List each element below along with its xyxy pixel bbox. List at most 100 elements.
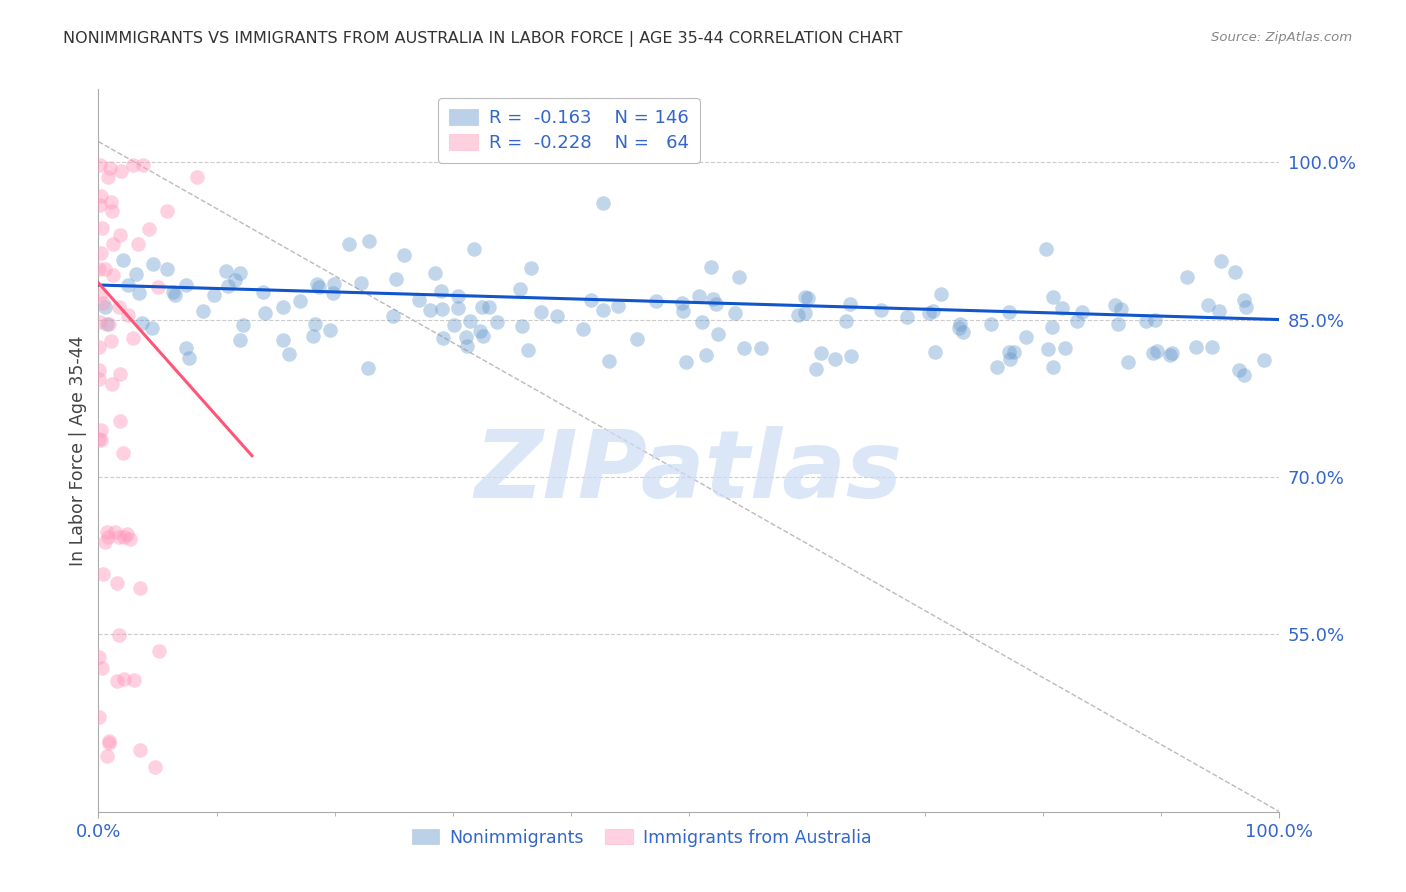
Point <box>323 277 346 291</box>
Point <box>471 301 494 315</box>
Point <box>486 315 509 329</box>
Point <box>100 334 122 349</box>
Point <box>922 304 945 318</box>
Point <box>384 272 406 286</box>
Point <box>948 321 970 335</box>
Point <box>1144 312 1167 326</box>
Point <box>797 291 820 305</box>
Point <box>105 673 128 688</box>
Point <box>1015 330 1038 344</box>
Legend: Nonimmigrants, Immigrants from Australia: Nonimmigrants, Immigrants from Australia <box>405 822 879 854</box>
Point <box>107 300 129 314</box>
Point <box>546 310 568 324</box>
Point <box>94 261 117 276</box>
Point <box>90 433 112 447</box>
Point <box>1161 346 1184 360</box>
Point <box>112 530 135 544</box>
Point <box>87 340 110 354</box>
Point <box>870 302 893 317</box>
Point <box>408 293 430 307</box>
Point <box>998 305 1021 319</box>
Point <box>572 322 595 336</box>
Point <box>824 351 846 366</box>
Text: ZIPatlas: ZIPatlas <box>475 426 903 518</box>
Point <box>217 279 239 293</box>
Point <box>122 673 145 687</box>
Point <box>94 534 117 549</box>
Point <box>111 446 134 460</box>
Point <box>749 341 772 355</box>
Point <box>131 316 153 330</box>
Point <box>1053 342 1076 356</box>
Point <box>1211 254 1233 268</box>
Point <box>454 330 477 344</box>
Point <box>122 331 145 345</box>
Point <box>110 368 132 382</box>
Point <box>179 351 201 365</box>
Point <box>127 236 149 251</box>
Point <box>794 305 817 319</box>
Point <box>322 286 344 301</box>
Point <box>998 345 1021 359</box>
Point <box>97 169 120 184</box>
Point <box>229 333 252 347</box>
Point <box>302 329 325 343</box>
Point <box>96 749 118 764</box>
Point <box>530 305 553 319</box>
Point <box>202 288 225 302</box>
Point <box>733 341 755 355</box>
Point <box>319 322 342 336</box>
Text: NONIMMIGRANTS VS IMMIGRANTS FROM AUSTRALIA IN LABOR FORCE | AGE 35-44 CORRELATIO: NONIMMIGRANTS VS IMMIGRANTS FROM AUSTRAL… <box>63 31 903 47</box>
Point <box>704 296 727 310</box>
Point <box>117 277 139 292</box>
Point <box>841 349 863 363</box>
Point <box>1197 298 1219 312</box>
Point <box>810 346 832 360</box>
Point <box>356 361 378 376</box>
Point <box>104 525 127 540</box>
Point <box>468 324 491 338</box>
Point <box>90 189 112 203</box>
Point <box>419 303 441 318</box>
Point <box>271 334 294 348</box>
Y-axis label: In Labor Force | Age 35-44: In Labor Force | Age 35-44 <box>69 335 87 566</box>
Point <box>96 317 118 331</box>
Point <box>447 301 470 316</box>
Point <box>141 321 163 335</box>
Point <box>108 414 131 428</box>
Point <box>97 317 120 331</box>
Point <box>1104 298 1126 312</box>
Point <box>1002 344 1025 359</box>
Point <box>598 354 620 368</box>
Point <box>918 306 941 320</box>
Point <box>607 299 630 313</box>
Point <box>1142 346 1164 360</box>
Point <box>94 301 117 315</box>
Point <box>87 363 110 377</box>
Point <box>671 295 693 310</box>
Point <box>215 264 238 278</box>
Point <box>381 310 404 324</box>
Point <box>98 734 121 748</box>
Point <box>1175 269 1198 284</box>
Point <box>89 315 111 329</box>
Point <box>128 742 150 756</box>
Point <box>839 296 862 310</box>
Point <box>100 195 122 210</box>
Point <box>228 266 250 280</box>
Point <box>509 282 531 296</box>
Point <box>308 280 330 294</box>
Point <box>1185 340 1208 354</box>
Point <box>186 169 208 184</box>
Point <box>165 288 187 302</box>
Point <box>1253 353 1275 368</box>
Point <box>124 267 146 281</box>
Point <box>980 318 1002 332</box>
Point <box>952 325 974 339</box>
Point <box>305 277 328 291</box>
Point <box>89 261 111 276</box>
Point <box>924 344 946 359</box>
Point <box>672 304 695 318</box>
Point <box>252 285 274 299</box>
Point <box>443 318 465 333</box>
